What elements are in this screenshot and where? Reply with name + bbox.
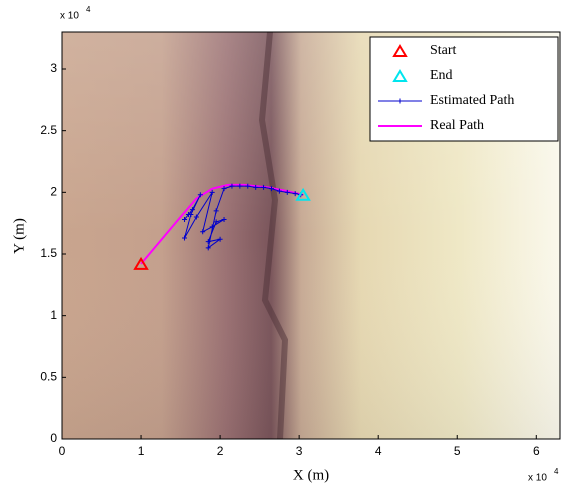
legend-label: End bbox=[430, 68, 453, 83]
x-axis-label: X (m) bbox=[293, 467, 329, 483]
x-tick-label: 2 bbox=[217, 444, 224, 458]
y-tick-label: 0.5 bbox=[40, 370, 57, 384]
y-tick-label: 1 bbox=[50, 308, 57, 322]
x-tick-label: 4 bbox=[375, 444, 382, 458]
x-tick-label: 6 bbox=[533, 444, 540, 458]
y-tick-label: 3 bbox=[50, 61, 57, 75]
x-tick-label: 5 bbox=[454, 444, 461, 458]
x-multiplier: x 10 bbox=[528, 473, 547, 484]
y-multiplier: x 10 bbox=[60, 11, 79, 22]
x-tick-label: 3 bbox=[296, 444, 303, 458]
x-multiplier-exp: 4 bbox=[554, 467, 559, 476]
y-tick-label: 2 bbox=[50, 185, 57, 199]
y-multiplier-exp: 4 bbox=[86, 5, 91, 14]
legend-label: Start bbox=[430, 43, 457, 58]
chart: X (m) Y (m) x 10 4 x 10 4 0 1 2 3 4 5 6 0 0.5 1 1.… bbox=[0, 0, 563, 488]
y-axis-label: Y (m) bbox=[11, 218, 27, 254]
y-tick-label: 0 bbox=[50, 431, 57, 445]
y-tick-label: 2.5 bbox=[40, 123, 57, 137]
x-tick-label: 0 bbox=[59, 444, 66, 458]
x-tick-label: 1 bbox=[138, 444, 145, 458]
legend-label: Estimated Path bbox=[430, 93, 514, 108]
y-tick-label: 1.5 bbox=[40, 246, 57, 260]
legend-label: Real Path bbox=[430, 118, 484, 133]
